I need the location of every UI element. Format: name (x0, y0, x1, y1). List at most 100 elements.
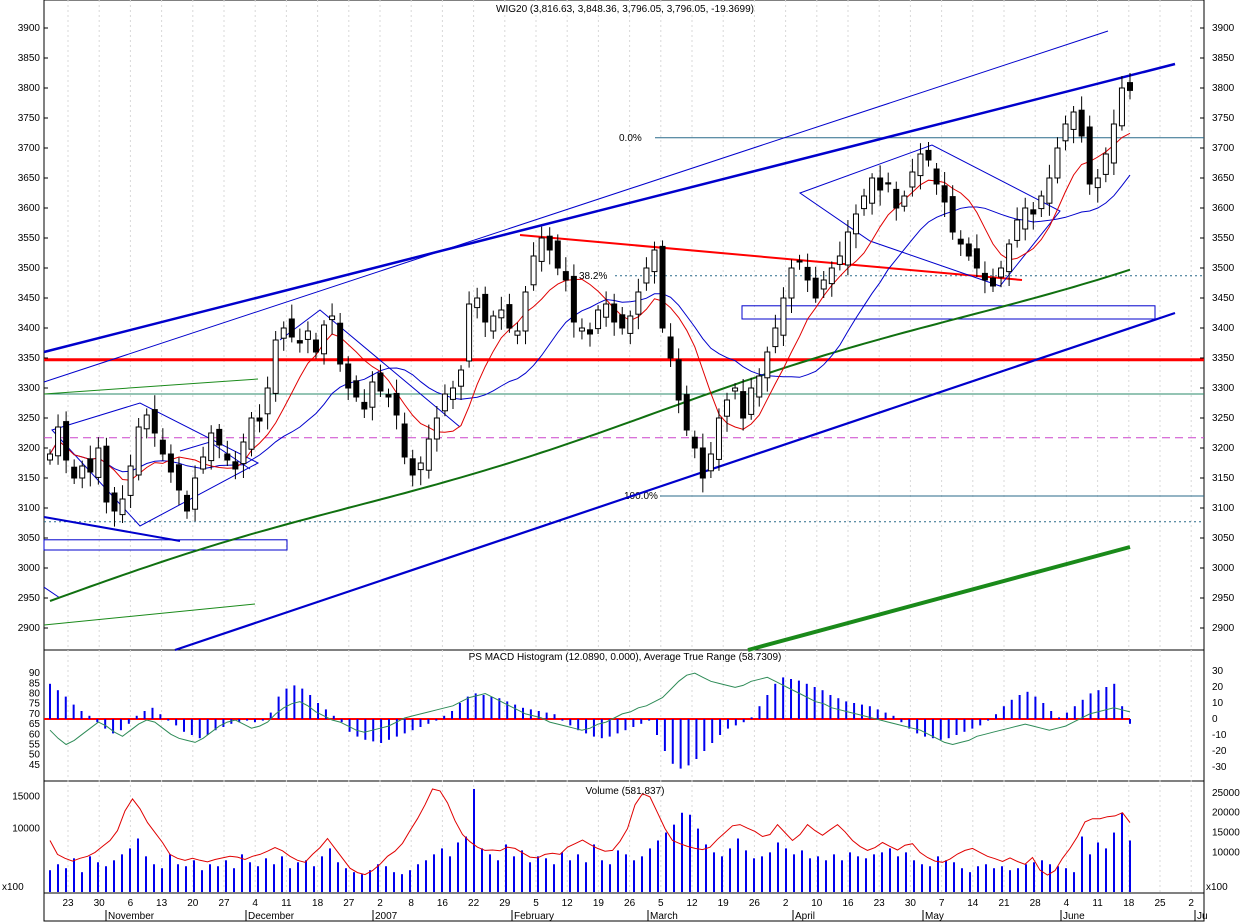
x-day-tick: 30 (905, 898, 917, 909)
candle-body (917, 153, 924, 177)
x-day-tick: 16 (437, 898, 449, 909)
candle-body (740, 391, 747, 419)
x-day-tick: 27 (218, 898, 230, 909)
candle-body (224, 453, 231, 461)
macd-right-tick: 10 (1212, 698, 1224, 709)
macd-panel-title: PS MACD Histogram (12.0890, 0.000), Aver… (469, 652, 782, 663)
candle-body (861, 195, 868, 210)
candle-body (522, 291, 529, 332)
candle-body (933, 168, 940, 185)
candle-body (804, 266, 811, 281)
candle-body (369, 381, 376, 408)
trendline-drawings: 0.0% 38.2% 100.0% (43, 30, 1204, 652)
main-y-tick-right: 2950 (1212, 593, 1235, 604)
main-y-tick-left: 3000 (18, 563, 41, 574)
candle-body (796, 260, 803, 263)
candle-body (312, 339, 319, 353)
candle-body (63, 421, 70, 461)
x-day-tick: 4 (252, 898, 258, 909)
candle-body (587, 329, 593, 335)
x-day-tick: 4 (1064, 898, 1070, 909)
macd-left-tick: 65 (29, 719, 41, 730)
macd-left-tick: 45 (29, 760, 41, 771)
candle-body (925, 149, 932, 161)
candle-body (659, 245, 666, 329)
x-day-tick: 23 (62, 898, 74, 909)
macd-right-tick: 20 (1212, 682, 1224, 693)
volume-right-tick: 15000 (1212, 828, 1240, 839)
main-y-tick-left: 3300 (18, 383, 41, 394)
candle-body (546, 235, 553, 251)
macd-right-tick: -10 (1212, 730, 1227, 741)
candle-body (95, 447, 102, 478)
candle-body (595, 309, 602, 330)
candle-body (788, 267, 795, 299)
volume-right-tick: 20000 (1212, 808, 1240, 819)
main-y-tick-left: 3050 (18, 533, 41, 544)
main-y-tick-right: 3400 (1212, 323, 1235, 334)
main-y-tick-left: 2950 (18, 593, 41, 604)
x-day-tick: 2 (783, 898, 789, 909)
fib-label: 0.0% (619, 133, 642, 144)
fib-label: 100.0% (624, 491, 658, 502)
candle-body (578, 327, 585, 332)
candle-body (498, 309, 505, 319)
candle-body (1054, 147, 1061, 179)
box-zone (43, 539, 288, 551)
candle-body (562, 271, 569, 281)
candle-body (401, 423, 408, 458)
x-day-tick: 18 (312, 898, 324, 909)
candle-body (288, 318, 295, 338)
candle-body (1110, 123, 1117, 164)
main-y-tick-left: 3700 (18, 143, 41, 154)
candle-body (965, 243, 972, 257)
candle-body (828, 267, 835, 285)
candle-body (627, 315, 634, 334)
candle-body (715, 417, 722, 460)
volume-right-tick: 25000 (1212, 788, 1240, 799)
candle-body (175, 464, 182, 491)
x-day-tick: 11 (1092, 898, 1103, 909)
candle-body (957, 238, 964, 245)
x-day-tick: 8 (408, 898, 414, 909)
candle-body (675, 359, 682, 401)
candle-body (377, 372, 384, 392)
x-month-label: June (1063, 911, 1085, 922)
candle-body (1006, 243, 1013, 273)
candle-body (1030, 209, 1037, 215)
candle-body (635, 291, 642, 315)
candle-body (127, 465, 134, 496)
main-y-tick-left: 3100 (18, 503, 41, 514)
candle-body (361, 401, 368, 410)
main-y-tick-left: 3750 (18, 113, 41, 124)
main-y-tick-right: 3150 (1212, 473, 1235, 484)
x-day-tick: 21 (998, 898, 1010, 909)
x-month-label: 2007 (375, 911, 398, 922)
volume-ma-line (49, 788, 1131, 876)
candle-body (651, 249, 658, 273)
volume-right-unit: x100 (1206, 882, 1228, 893)
x-day-tick: 28 (1030, 898, 1042, 909)
candle-body (151, 409, 158, 434)
axis-labels: 3900 3900 3850 3850 3800 3800 3750 3750 3700 3700… (12, 23, 1240, 922)
candle-body (1038, 195, 1045, 210)
candle-body (732, 387, 739, 392)
candle-body (1046, 177, 1053, 204)
candle-body (1102, 153, 1109, 175)
macd-right-tick: 30 (1212, 666, 1224, 677)
candle-body (159, 439, 166, 455)
main-y-tick-left: 3500 (18, 263, 41, 274)
candle-body (490, 315, 497, 332)
x-month-label: December (248, 911, 295, 922)
candle-body (232, 461, 239, 470)
candle-body (981, 272, 988, 281)
main-y-tick-left: 3850 (18, 53, 41, 64)
x-day-tick: 12 (686, 898, 698, 909)
main-y-tick-left: 3550 (18, 233, 41, 244)
volume-left-tick: 15000 (12, 791, 40, 802)
candle-body (893, 188, 900, 209)
macd-left-tick: 85 (29, 678, 41, 689)
candle-body (353, 380, 360, 398)
main-y-tick-right: 3200 (1212, 443, 1235, 454)
candle-body (683, 394, 690, 431)
